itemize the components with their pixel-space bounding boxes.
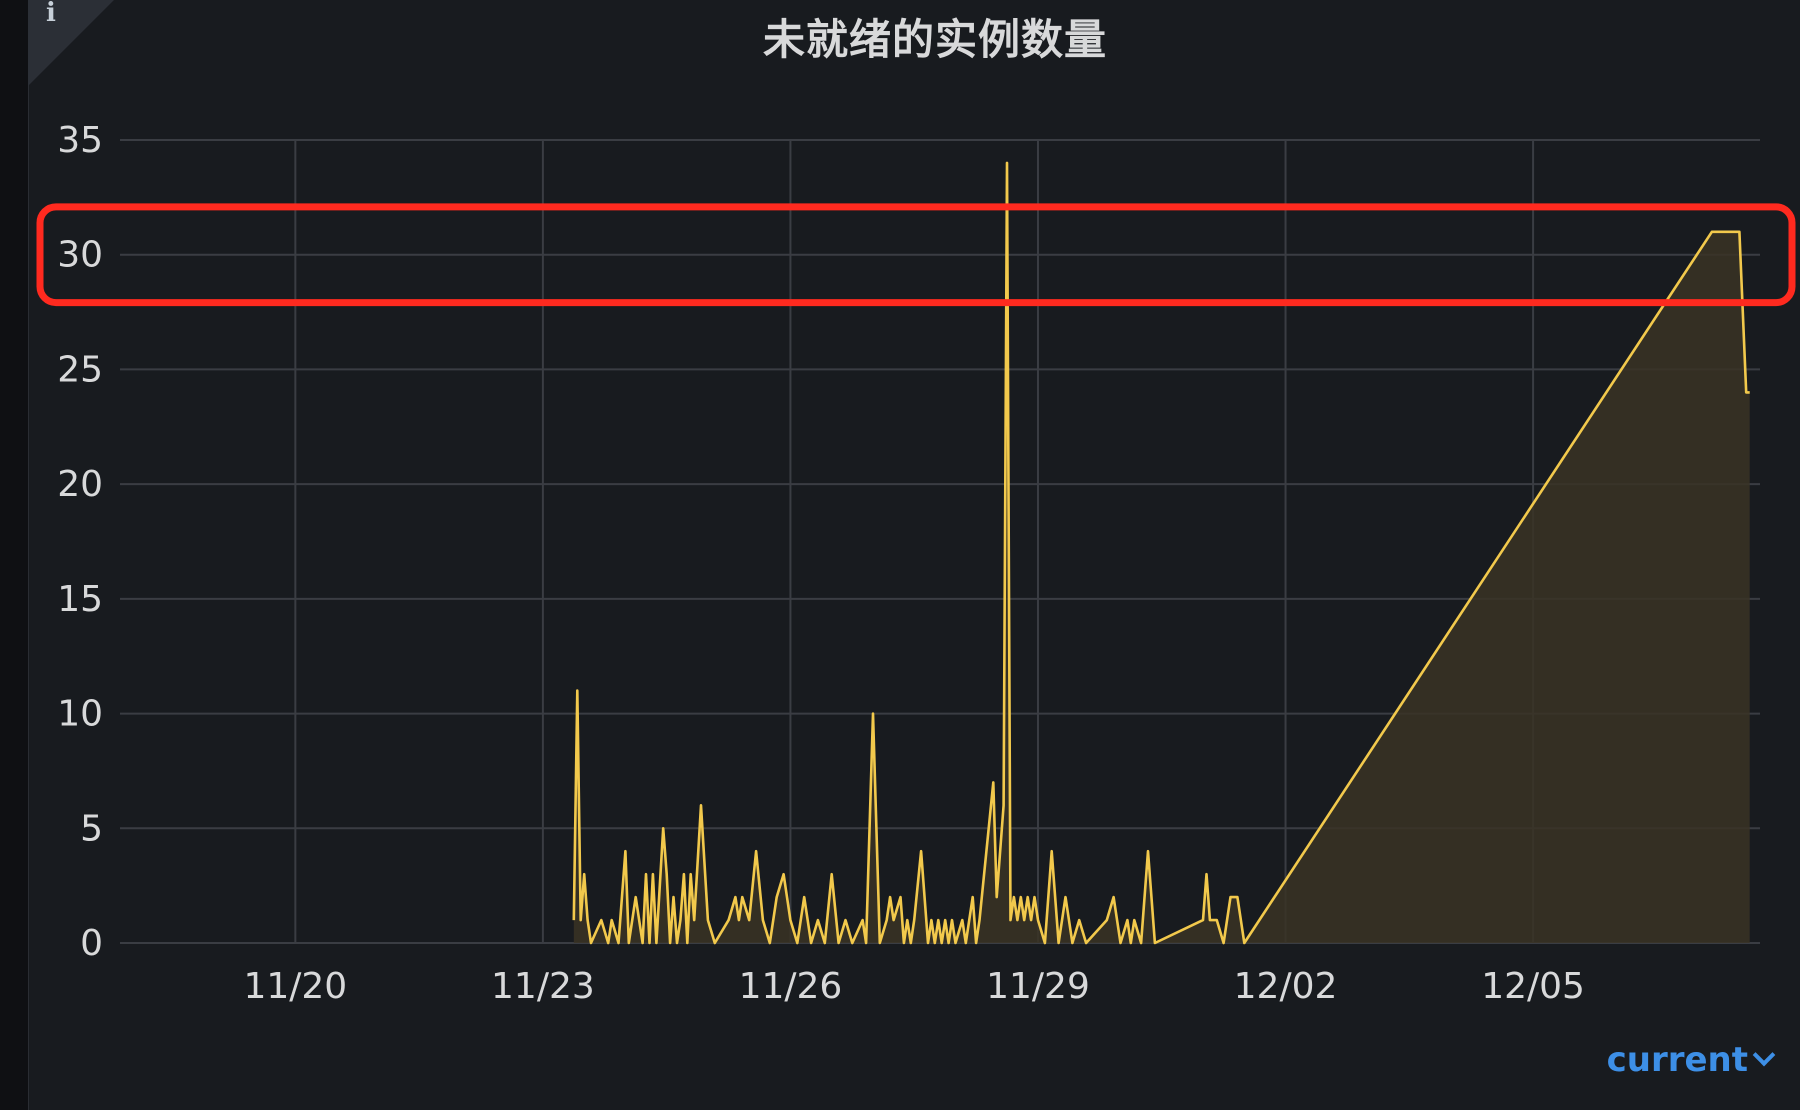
y-tick-label: 15: [57, 579, 103, 620]
y-tick-label: 35: [57, 120, 103, 161]
x-tick-label: 12/05: [1481, 966, 1585, 1007]
x-tick-labels: 11/20 11/23 11/26 11/29 12/02 12/05: [243, 966, 1584, 1007]
area-layer: [573, 162, 1750, 943]
series-area-fill: [573, 162, 1750, 943]
x-tick-label: 12/02: [1234, 966, 1338, 1007]
series-line: [572, 161, 1750, 945]
left-edge-bar: [0, 0, 29, 1110]
chevron-down-icon: [1752, 1043, 1776, 1067]
y-tick-label: 0: [80, 923, 103, 964]
x-tick-label: 11/20: [243, 966, 347, 1007]
highlight-layer: [36, 203, 1796, 307]
chart-title: 未就绪的实例数量: [762, 15, 1107, 64]
legend-mode-label: current: [1606, 1040, 1748, 1080]
x-tick-label: 11/29: [986, 966, 1090, 1007]
legend-mode-dropdown[interactable]: current: [1606, 1040, 1776, 1080]
x-tick-label: 11/26: [739, 966, 843, 1007]
highlight-box: [36, 203, 1796, 307]
panel-info-corner[interactable]: [28, 0, 114, 86]
y-tick-label: 25: [57, 349, 103, 390]
info-icon[interactable]: i: [46, 0, 56, 28]
y-tick-labels: 0 5 10 15 20 25 30 35: [57, 120, 103, 964]
y-tick-label: 20: [57, 464, 103, 505]
y-tick-label: 10: [57, 694, 103, 735]
y-tick-label: 5: [80, 808, 103, 849]
line-layer: [572, 161, 1750, 945]
x-tick-label: 11/23: [491, 966, 595, 1007]
y-tick-label: 30: [57, 235, 103, 276]
